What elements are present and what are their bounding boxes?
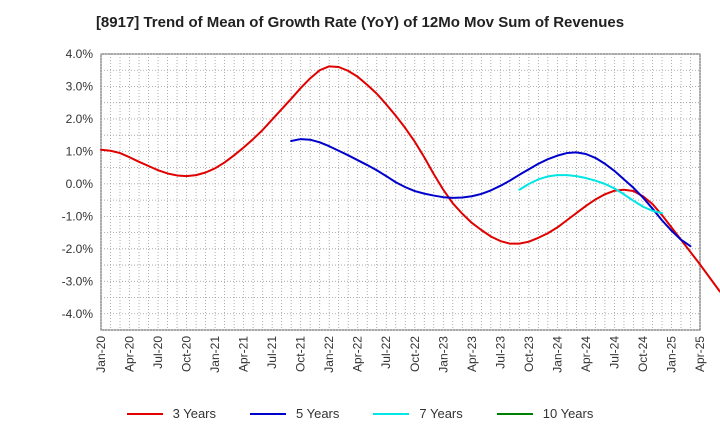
- x-tick-label: Jan-22: [322, 336, 336, 373]
- y-tick-label: -2.0%: [62, 242, 94, 256]
- y-tick-label: -1.0%: [62, 209, 94, 223]
- x-tick-label: Apr-23: [465, 336, 479, 372]
- x-axis-tick-labels: Jan-20 Apr-20 Jul-20 Oct-20 Jan-21 Apr-21 Jul-…: [94, 336, 707, 373]
- legend: 3 Years 5 Years 7 Years 10 Years: [0, 406, 720, 421]
- x-tick-label: Oct-22: [408, 336, 422, 372]
- legend-item-10-years[interactable]: 10 Years: [496, 406, 594, 421]
- legend-swatch-7-years: [373, 412, 410, 415]
- legend-label-7-years: 7 Years: [419, 406, 463, 421]
- x-tick-label: Apr-22: [351, 336, 365, 372]
- legend-swatch-10-years: [496, 412, 533, 415]
- chart-title: [8917] Trend of Mean of Growth Rate (YoY…: [95, 14, 625, 31]
- legend-item-5-years[interactable]: 5 Years: [250, 406, 339, 421]
- legend-item-3-years[interactable]: 3 Years: [126, 406, 216, 421]
- grid-lines: [100, 53, 701, 331]
- legend-label-3-years: 3 Years: [172, 406, 216, 421]
- legend-label-5-years: 5 Years: [296, 406, 340, 421]
- x-tick-label: Jan-20: [94, 336, 108, 373]
- series-line-7-years: [518, 174, 663, 215]
- y-tick-label: 1.0%: [66, 144, 94, 158]
- y-tick-label: 4.0%: [66, 47, 94, 61]
- legend-label-10-years: 10 Years: [542, 406, 594, 421]
- x-tick-label: Apr-20: [123, 336, 137, 372]
- x-tick-label: Oct-20: [180, 336, 194, 372]
- x-tick-label: Oct-23: [522, 336, 536, 372]
- x-tick-label: Jul-20: [151, 336, 165, 369]
- x-tick-label: Jul-21: [265, 336, 279, 369]
- legend-item-7-years[interactable]: 7 Years: [373, 406, 463, 421]
- y-tick-label: -4.0%: [62, 307, 94, 321]
- legend-swatch-5-years: [250, 412, 286, 415]
- y-axis-tick-labels: 4.0% 3.0% 2.0% 1.0% 0.0% -1.0% -2.0% -3.0% -4.0%: [62, 47, 94, 321]
- x-tick-label: Jan-21: [208, 336, 222, 373]
- x-tick-label: Jan-24: [550, 336, 564, 373]
- legend-swatch-3-years: [126, 412, 163, 415]
- series-lines: [100, 65, 720, 294]
- x-tick-label: Jul-24: [607, 336, 621, 369]
- series-line-5-years: [290, 138, 692, 248]
- y-tick-label: 2.0%: [66, 112, 94, 126]
- x-tick-label: Jul-23: [493, 336, 507, 369]
- x-tick-label: Apr-25: [693, 336, 707, 372]
- x-tick-label: Oct-24: [636, 336, 650, 372]
- x-tick-label: Jan-23: [436, 336, 450, 373]
- y-tick-label: -3.0%: [62, 274, 94, 288]
- x-tick-label: Apr-21: [237, 336, 251, 372]
- x-tick-label: Jan-25: [664, 336, 678, 373]
- x-tick-label: Oct-21: [294, 336, 308, 372]
- x-tick-label: Apr-24: [579, 336, 593, 372]
- y-tick-label: 3.0%: [66, 79, 94, 93]
- x-tick-label: Jul-22: [379, 336, 393, 369]
- series-line-3-years: [100, 65, 720, 294]
- y-tick-label: 0.0%: [66, 177, 94, 191]
